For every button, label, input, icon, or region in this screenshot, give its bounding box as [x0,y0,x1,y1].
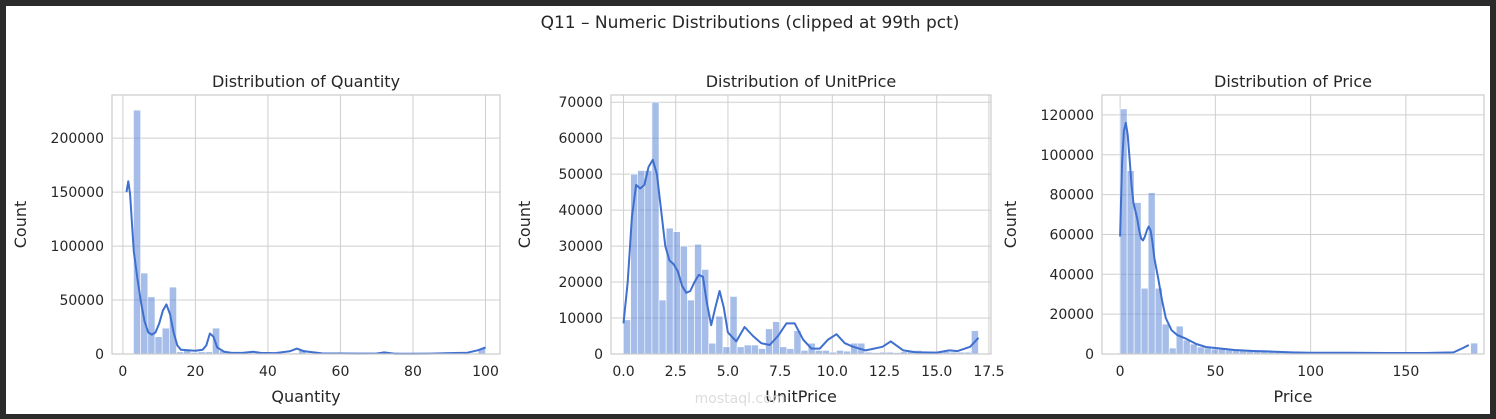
chart0-bar-2 [140,272,149,355]
chart0-ylabel: Count [11,201,30,249]
figure-svg: Q11 – Numeric Distributions (clipped at … [11,13,1485,407]
chart2-title: Distribution of Price [1214,72,1372,91]
figure-suptitle: Q11 – Numeric Distributions (clipped at … [541,13,960,33]
chart1-xtick-label-0: 0.0 [612,364,634,380]
chart2-bar-10 [1189,343,1198,355]
chart0-xtick-label-3: 60 [332,364,350,380]
chart1-ytick-label-5: 50000 [558,167,603,183]
chart1-ytick-label-7: 70000 [558,95,603,111]
chart2-ytick-label-1: 20000 [1049,307,1094,323]
chart0-bar-3 [147,296,156,355]
chart1-bar-0 [623,319,631,355]
chart1-bar-13 [715,315,724,355]
chart1-bar-12 [708,342,717,355]
chart2-bar-6 [1161,323,1170,355]
chart1-kde-line [622,158,980,354]
chart2-plot-area [1102,95,1484,354]
price-histogram-panel: 0 50 100 150 0 20000 40000 60000 80000 100000 1200… [1001,72,1485,406]
chart1-bar-2 [637,170,646,355]
chart1-xtick-label-5: 12.5 [869,364,900,380]
chart2-xtick-label-0: 0 [1116,364,1125,380]
chart2-xlabel: Price [1273,387,1312,406]
chart2-xtick-label-3: 150 [1393,364,1420,380]
chart2-bar-13 [1210,348,1219,355]
chart1-bar-5 [658,299,667,355]
chart0-xlabel: Quantity [271,387,340,406]
figure-canvas: Q11 – Numeric Distributions (clipped at … [6,6,1490,414]
chart0-bar-1 [133,109,141,355]
chart2-bar-4 [1147,192,1156,355]
chart1-xtick-label-6: 15.0 [921,364,952,380]
chart1-bar-10 [694,243,702,355]
chart0-ytick-label-3: 150000 [51,185,104,201]
chart2-ytick-label-3: 60000 [1049,227,1094,243]
chart1-ytick-label-0: 0 [594,347,603,363]
chart1-bar-22 [779,346,788,355]
chart2-ytick-label-5: 100000 [1041,148,1094,164]
chart1-bar-18 [751,344,759,355]
quantity-histogram-panel: 0 20 40 60 80 100 0 50000 100000 150000 200000 Dist… [11,72,501,406]
chart2-frame [1101,94,1485,355]
chart0-xtick-label-5: 100 [472,364,499,380]
chart2-ylabel: Count [1001,201,1020,249]
chart1-bar-19 [758,348,766,355]
chart2-ytick-label-6: 120000 [1041,108,1094,124]
chart2-xtick-label-1: 50 [1206,364,1224,380]
chart1-ytick-label-4: 40000 [558,203,603,219]
chart0-ytick-label-0: 0 [95,347,104,363]
chart2-bar-7 [1168,347,1177,355]
chart0-xtick-label-4: 80 [404,364,422,380]
chart2-bar-50 [1470,342,1478,355]
chart1-bar-3 [644,170,653,355]
chart1-ytick-label-1: 10000 [558,311,603,327]
chart1-bar-9 [687,299,695,355]
chart1-bar-23 [786,348,795,355]
chart0-ytick-label-4: 200000 [51,131,104,147]
chart1-bar-20 [765,328,773,355]
chart1-bar-16 [736,346,745,355]
unitprice-histogram-panel: 0.0 2.5 5.0 7.5 10.0 12.5 15.0 17.5 0 10000 20000 3… [515,72,1004,406]
chart0-title: Distribution of Quantity [212,72,400,91]
watermark-text: mostaql.com [695,391,786,407]
chart0-ytick-label-2: 100000 [51,239,104,255]
chart1-bar-14 [722,346,731,355]
chart2-bar-11 [1196,346,1205,355]
chart0-bar-4 [154,336,163,355]
chart1-bar-6 [665,227,674,355]
chart2-bar-12 [1203,347,1212,355]
chart0-xtick-label-0: 0 [118,364,127,380]
chart0-xtick-label-1: 20 [186,364,204,380]
chart0-bar-5 [161,327,170,355]
chart1-bar-7 [672,231,681,355]
chart2-ytick-label-4: 80000 [1049,188,1094,204]
chart1-title: Distribution of UnitPrice [706,72,897,91]
chart1-ytick-label-3: 30000 [558,239,603,255]
chart2-bar-9 [1182,339,1191,355]
chart1-bar-17 [743,344,752,355]
chart1-ytick-label-6: 60000 [558,131,603,147]
chart1-bar-15 [729,296,738,355]
chart0-kde-line [125,180,486,355]
chart2-ytick-label-0: 0 [1085,347,1094,363]
chart1-bar-4 [651,101,660,355]
chart0-ytick-label-1: 50000 [59,293,104,309]
chart1-xtick-label-2: 5.0 [717,364,739,380]
chart0-xtick-label-2: 40 [259,364,277,380]
chart1-xtick-label-1: 2.5 [665,364,687,380]
chart0-frame [111,94,501,355]
chart1-xtick-label-7: 17.5 [973,364,1004,380]
chart1-xtick-label-4: 10.0 [817,364,848,380]
chart2-xtick-label-2: 100 [1297,364,1324,380]
chart1-ytick-label-2: 20000 [558,275,603,291]
chart1-xtick-label-3: 7.5 [769,364,791,380]
chart1-ylabel: Count [515,201,534,249]
chart2-kde-line [1119,121,1470,354]
chart2-bar-3 [1140,287,1149,355]
chart1-frame [610,94,992,355]
chart2-ytick-label-2: 40000 [1049,267,1094,283]
chart1-xlabel: UnitPrice [765,387,837,406]
chart1-bar-8 [680,245,688,355]
chart2-bar-8 [1175,325,1184,355]
